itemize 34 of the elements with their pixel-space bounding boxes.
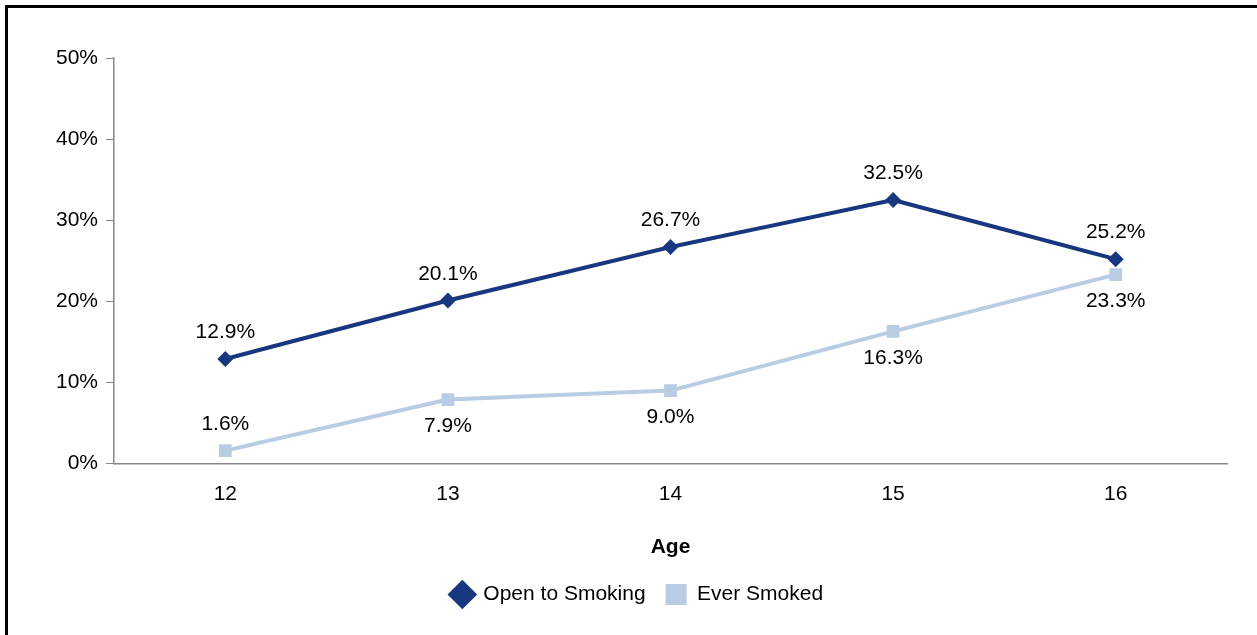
point [1107,251,1124,268]
x-tick-label: 14 [658,481,683,504]
y-tick-label: 0% [67,450,99,474]
y-tick-label: 10% [56,369,99,393]
data-label: 1.6% [201,410,250,434]
point [218,444,232,457]
point [439,292,456,309]
legend-label: Ever Smoked [697,581,824,605]
data-label: 23.3% [1085,287,1146,311]
x-tick-label: 13 [436,481,460,504]
x-axis-title: Age [650,534,691,558]
point [664,384,677,397]
point [886,325,900,338]
x-tick-label: 16 [1104,481,1128,504]
x-tick-label: 12 [213,481,238,504]
y-tick-label: 40% [56,125,99,149]
legend-label: Open to Smoking [483,581,646,605]
y-tick-label: 20% [56,288,99,312]
data-label: 26.7% [640,207,701,231]
data-label: 12.9% [195,319,256,343]
data-label: 25.2% [1085,219,1146,243]
point [217,350,234,367]
point [662,239,679,256]
data-label: 9.0% [646,403,695,427]
x-tick-label: 15 [881,481,905,504]
data-label: 32.5% [863,160,923,184]
point [885,191,902,208]
point [1109,268,1123,281]
data-label: 7.9% [423,412,472,436]
y-tick-label: 30% [56,207,99,231]
point [441,393,455,406]
data-label: 20.1% [418,260,478,284]
data-label: 16.3% [863,344,923,368]
y-tick-label: 50% [56,44,99,68]
